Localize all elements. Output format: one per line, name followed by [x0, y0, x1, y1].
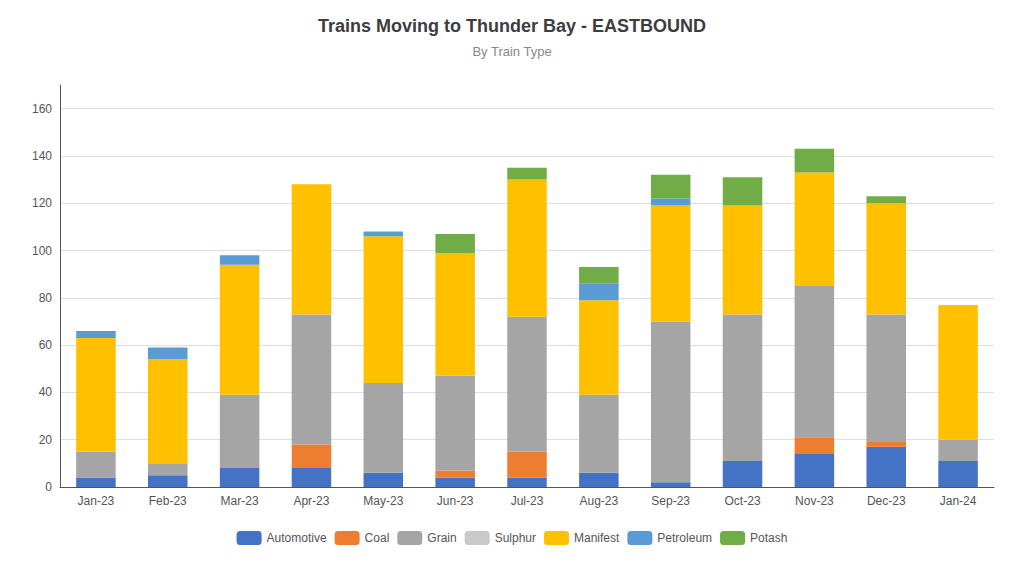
svg-text:Manifest: Manifest	[574, 531, 620, 545]
svg-text:Coal: Coal	[365, 531, 390, 545]
svg-text:40: 40	[39, 385, 53, 399]
svg-text:May-23: May-23	[363, 494, 403, 508]
svg-text:Sep-23: Sep-23	[651, 494, 690, 508]
svg-text:80: 80	[39, 291, 53, 305]
svg-text:Nov-23: Nov-23	[795, 494, 834, 508]
svg-text:Sulphur: Sulphur	[495, 531, 536, 545]
svg-text:Petroleum: Petroleum	[657, 531, 712, 545]
svg-text:By Train Type: By Train Type	[472, 44, 551, 59]
svg-text:100: 100	[32, 244, 52, 258]
svg-text:120: 120	[32, 196, 52, 210]
svg-text:Dec-23: Dec-23	[867, 494, 906, 508]
svg-text:Jun-23: Jun-23	[437, 494, 474, 508]
svg-text:Grain: Grain	[427, 531, 456, 545]
svg-text:Jul-23: Jul-23	[511, 494, 544, 508]
svg-text:Oct-23: Oct-23	[725, 494, 761, 508]
svg-text:60: 60	[39, 338, 53, 352]
svg-text:Potash: Potash	[750, 531, 787, 545]
svg-text:Apr-23: Apr-23	[293, 494, 329, 508]
svg-text:Aug-23: Aug-23	[579, 494, 618, 508]
svg-text:0: 0	[45, 480, 52, 494]
svg-text:140: 140	[32, 149, 52, 163]
svg-text:Jan-23: Jan-23	[78, 494, 115, 508]
svg-text:Automotive: Automotive	[267, 531, 327, 545]
svg-text:Feb-23: Feb-23	[149, 494, 187, 508]
svg-text:Mar-23: Mar-23	[221, 494, 259, 508]
svg-text:20: 20	[39, 433, 53, 447]
svg-text:Jan-24: Jan-24	[940, 494, 977, 508]
svg-text:160: 160	[32, 102, 52, 116]
svg-text:Trains Moving to Thunder Bay -: Trains Moving to Thunder Bay - EASTBOUND	[318, 16, 706, 36]
